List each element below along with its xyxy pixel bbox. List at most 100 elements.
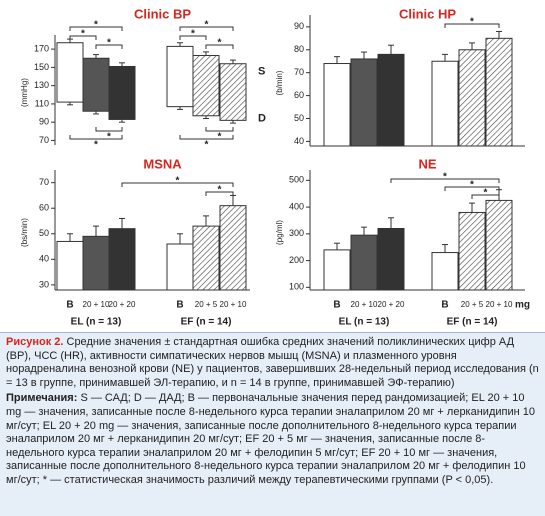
y-tick-label: 130 xyxy=(34,80,49,90)
x-tick-label: 20 + 10 xyxy=(351,300,378,309)
significance-bracket xyxy=(205,127,234,132)
unit-label: mg xyxy=(515,300,530,311)
significance-bracket xyxy=(179,35,207,40)
y-tick-label: 110 xyxy=(35,98,49,108)
significance-star: * xyxy=(176,176,180,187)
group-label: EL (n = 13) xyxy=(71,317,122,328)
caption: Рисунок 2. Средние значения ± стандартна… xyxy=(6,336,539,390)
significance-bracket xyxy=(179,135,234,140)
y-tick-label: 60 xyxy=(39,203,49,213)
significance-star: * xyxy=(81,29,85,40)
group-label: EF (n = 14) xyxy=(181,317,232,328)
significance-bracket xyxy=(179,26,234,31)
x-tick-label: 20 + 5 xyxy=(195,300,218,309)
significance-star: * xyxy=(107,132,111,143)
bar xyxy=(82,235,110,291)
systolic-label: S xyxy=(258,66,265,78)
significance-star: * xyxy=(470,17,474,28)
significance-bracket xyxy=(69,35,97,40)
significance-bracket xyxy=(205,191,234,196)
y-tick-label: 70 xyxy=(39,135,49,145)
y-axis-label: (pg/ml) xyxy=(275,220,284,245)
significance-bracket xyxy=(69,26,123,31)
significance-bracket xyxy=(95,127,123,132)
bar xyxy=(431,60,459,147)
significance-bracket xyxy=(444,23,500,28)
chart-title: Clinic HP xyxy=(399,6,456,21)
bar xyxy=(431,252,459,291)
significance-star: * xyxy=(94,140,98,151)
bar xyxy=(350,234,378,291)
significance-bracket xyxy=(205,44,234,49)
y-tick-label: 90 xyxy=(39,117,49,127)
y-tick-label: 300 xyxy=(289,228,304,238)
bar xyxy=(323,249,351,291)
bar xyxy=(377,53,405,147)
group-label: EL (n = 13) xyxy=(339,317,390,328)
x-tick-label: B xyxy=(66,300,73,311)
y-tick-label: 70 xyxy=(294,67,304,77)
y-tick-label: 70 xyxy=(39,177,49,187)
x-tick-label: 20 + 10 xyxy=(83,300,110,309)
bar xyxy=(350,58,378,147)
bar xyxy=(377,227,405,291)
y-tick-label: 30 xyxy=(39,279,49,289)
significance-star: * xyxy=(484,188,488,199)
significance-bracket xyxy=(121,182,234,187)
x-tick-label: 20 + 20 xyxy=(378,300,405,309)
y-tick-label: 170 xyxy=(34,44,49,54)
significance-star: * xyxy=(107,38,111,49)
chart-title: NE xyxy=(418,156,436,171)
x-tick-label: 20 + 10 xyxy=(486,300,513,309)
bar xyxy=(56,42,84,103)
y-tick-label: 50 xyxy=(39,228,49,238)
y-axis-label: (mmHg) xyxy=(20,78,29,107)
y-tick-label: 150 xyxy=(34,62,49,72)
bar xyxy=(485,37,513,147)
chart-title: Clinic BP xyxy=(134,6,191,21)
notes: Примечания: S — САД; D — ДАД; B — первон… xyxy=(6,392,539,487)
figure-label: Рисунок 2. xyxy=(6,336,64,348)
y-tick-label: 50 xyxy=(294,113,304,123)
y-axis-label: (bs/min) xyxy=(20,218,29,247)
significance-star: * xyxy=(205,140,209,151)
significance-bracket xyxy=(471,194,500,199)
y-tick-label: 200 xyxy=(289,255,304,265)
bar xyxy=(56,240,84,291)
y-tick-label: 90 xyxy=(294,21,304,31)
y-axis-label: (b/min) xyxy=(275,70,284,95)
bar xyxy=(458,211,486,291)
significance-star: * xyxy=(218,185,222,196)
y-tick-label: 500 xyxy=(289,175,304,185)
bar xyxy=(485,199,513,291)
notes-label: Примечания: xyxy=(6,392,78,405)
x-tick-label: B xyxy=(333,300,340,311)
group-label: EF (n = 14) xyxy=(447,317,498,328)
x-tick-label: B xyxy=(176,300,183,311)
significance-star: * xyxy=(218,38,222,49)
bar xyxy=(323,63,351,147)
x-tick-label: 20 + 20 xyxy=(109,300,136,309)
significance-bracket xyxy=(390,178,500,183)
y-tick-label: 60 xyxy=(294,90,304,100)
significance-bracket xyxy=(95,44,123,49)
significance-star: * xyxy=(443,172,447,183)
bar xyxy=(108,65,136,120)
notes-text: S — САД; D — ДАД; B — первоначальные зна… xyxy=(6,392,535,486)
caption-text: Средние значения ± стандартная ошибка ср… xyxy=(6,336,539,389)
y-tick-label: 40 xyxy=(294,136,304,146)
y-tick-label: 40 xyxy=(39,254,49,264)
diastolic-label: D xyxy=(258,112,266,124)
y-tick-label: 100 xyxy=(289,282,304,292)
significance-bracket xyxy=(444,186,500,191)
bar xyxy=(108,228,136,291)
bar xyxy=(166,45,194,108)
caption-box: Рисунок 2. Средние значения ± стандартна… xyxy=(0,332,545,516)
significance-star: * xyxy=(470,180,474,191)
significance-star: * xyxy=(218,132,222,143)
bar xyxy=(166,243,194,291)
chart-title: MSNA xyxy=(143,156,182,171)
bar xyxy=(82,57,110,112)
x-tick-label: B xyxy=(441,300,448,311)
